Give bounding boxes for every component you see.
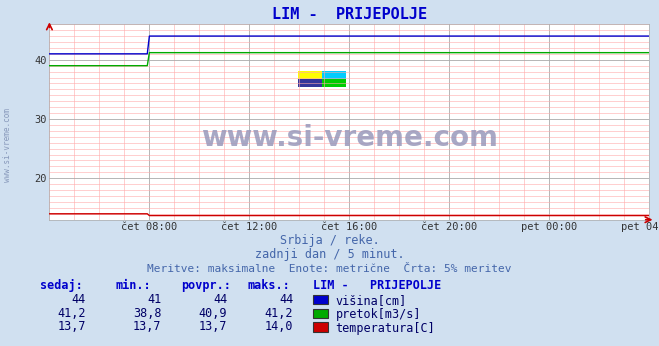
Text: 41,2: 41,2 — [57, 307, 86, 320]
Text: 40,9: 40,9 — [199, 307, 227, 320]
Text: 44: 44 — [279, 293, 293, 306]
Text: sedaj:: sedaj: — [40, 279, 82, 292]
Text: Srbija / reke.: Srbija / reke. — [279, 234, 380, 247]
Bar — [299, 71, 322, 79]
Text: maks.:: maks.: — [247, 279, 290, 292]
Text: temperatura[C]: temperatura[C] — [335, 322, 435, 335]
Bar — [299, 79, 322, 87]
Text: 44: 44 — [213, 293, 227, 306]
Text: pretok[m3/s]: pretok[m3/s] — [335, 308, 421, 321]
Text: 13,7: 13,7 — [199, 320, 227, 334]
Text: LIM -   PRIJEPOLJE: LIM - PRIJEPOLJE — [313, 279, 442, 292]
Text: zadnji dan / 5 minut.: zadnji dan / 5 minut. — [254, 248, 405, 261]
Text: 44: 44 — [71, 293, 86, 306]
Text: Meritve: maksimalne  Enote: metrične  Črta: 5% meritev: Meritve: maksimalne Enote: metrične Črta… — [147, 264, 512, 274]
Bar — [322, 79, 346, 87]
Text: min.:: min.: — [115, 279, 151, 292]
Text: povpr.:: povpr.: — [181, 279, 231, 292]
Text: višina[cm]: višina[cm] — [335, 294, 407, 308]
Text: 13,7: 13,7 — [133, 320, 161, 334]
Text: 13,7: 13,7 — [57, 320, 86, 334]
Text: 41,2: 41,2 — [265, 307, 293, 320]
Text: www.si-vreme.com: www.si-vreme.com — [201, 124, 498, 152]
Text: 38,8: 38,8 — [133, 307, 161, 320]
Text: 14,0: 14,0 — [265, 320, 293, 334]
Title: LIM -  PRIJEPOLJE: LIM - PRIJEPOLJE — [272, 7, 427, 22]
Text: www.si-vreme.com: www.si-vreme.com — [3, 108, 13, 182]
Bar — [322, 71, 346, 79]
Text: 41: 41 — [147, 293, 161, 306]
